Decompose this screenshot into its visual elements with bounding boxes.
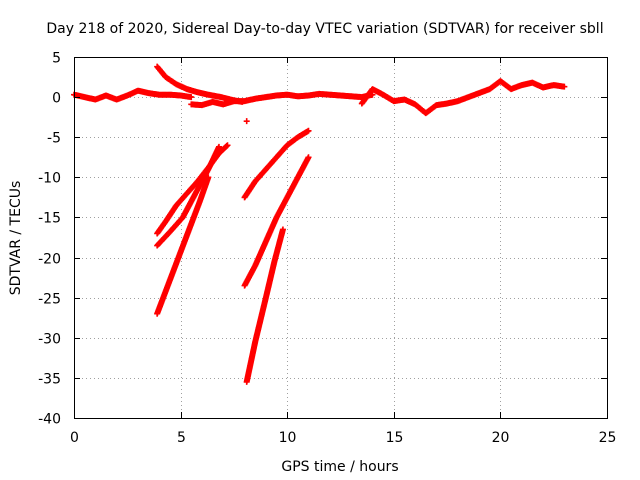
data-segment	[154, 174, 212, 317]
x-tick-label: 20	[492, 430, 510, 446]
data-point	[305, 127, 312, 134]
data-segment	[241, 127, 312, 201]
data-segment	[358, 78, 568, 117]
y-axis-label: SDTVAR / TECUs	[8, 181, 24, 296]
data-segment	[154, 63, 246, 105]
data-point	[224, 142, 231, 149]
data-point	[239, 98, 246, 105]
data-point	[305, 154, 312, 161]
x-tick-label: 25	[599, 430, 617, 446]
data-point	[188, 94, 195, 101]
y-tick-label: -15	[38, 211, 61, 227]
data-point	[561, 83, 568, 90]
y-tick-label: -10	[38, 171, 61, 187]
y-tick-label: -25	[38, 292, 61, 308]
x-tick-label: 5	[177, 430, 186, 446]
y-tick-label: 5	[52, 51, 61, 67]
y-tick-label: -20	[38, 252, 61, 268]
data-point	[243, 118, 250, 125]
data-layer	[71, 63, 568, 385]
data-segment	[154, 143, 222, 249]
y-tick-label: 0	[52, 91, 61, 107]
x-tick-label: 10	[279, 430, 297, 446]
y-tick-label: -40	[38, 412, 61, 428]
data-segment	[71, 87, 195, 103]
data-segment	[241, 154, 312, 289]
data-point	[223, 143, 230, 150]
data-point	[279, 226, 286, 233]
chart-title: Day 218 of 2020, Sidereal Day-to-day VTE…	[46, 21, 603, 37]
data-segment	[243, 118, 250, 125]
y-tick-label: -5	[47, 131, 61, 147]
data-point	[215, 143, 222, 150]
ticks	[74, 57, 608, 419]
tick-labels: 0 5 10 15 20 25 5 0 -5 -10 -15 -20 -25 -30 -35 -40	[38, 51, 616, 447]
data-point	[205, 174, 212, 181]
y-tick-label: -35	[38, 372, 61, 388]
data-segment	[243, 226, 286, 385]
y-tick-label: -30	[38, 332, 61, 348]
x-tick-label: 15	[386, 430, 404, 446]
plot-frame	[74, 57, 608, 419]
x-axis-label: GPS time / hours	[281, 459, 398, 475]
x-tick-label: 0	[70, 430, 79, 446]
